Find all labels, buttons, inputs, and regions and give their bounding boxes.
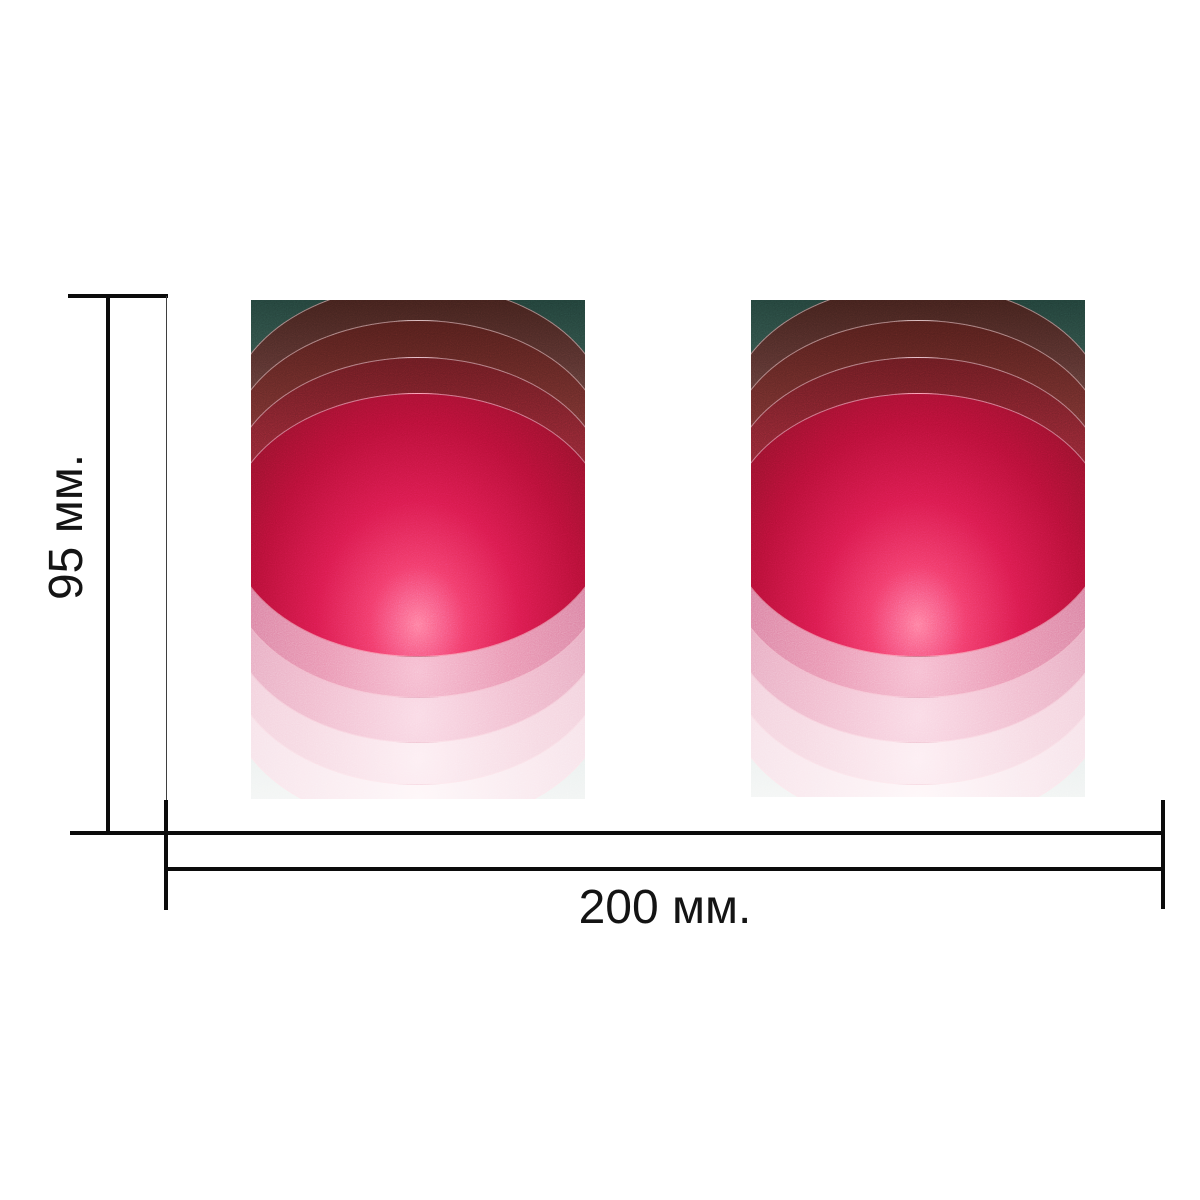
- width-dimension-line: [166, 867, 1164, 871]
- extension-line: [166, 296, 167, 800]
- height-dimension-line: [106, 294, 110, 835]
- product-photo-right: [751, 300, 1085, 797]
- height-dimension-label: 95 мм.: [40, 453, 93, 601]
- product-photo-left: [251, 300, 585, 799]
- height-dimension-top-tick: [68, 294, 168, 298]
- width-dimension-left-tick: [164, 800, 168, 910]
- sticker-ellipse-main-red: [751, 393, 1085, 657]
- baseline: [70, 831, 1164, 835]
- width-dimension-right-tick: [1161, 800, 1165, 909]
- sticker-ellipse-main-red: [251, 393, 585, 657]
- width-dimension-label: 200 мм.: [578, 881, 752, 934]
